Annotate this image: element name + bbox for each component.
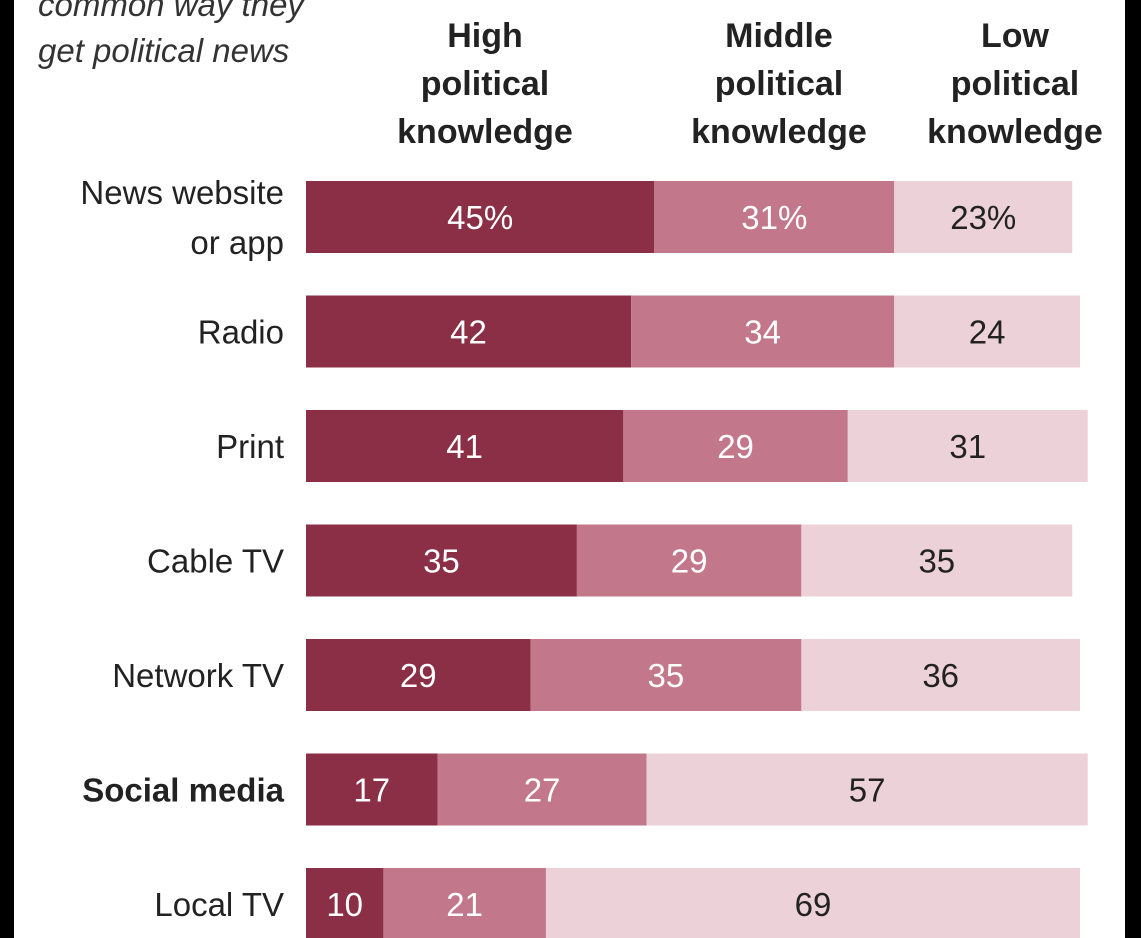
category-label-radio: Radio xyxy=(198,314,284,351)
legend-high-line-3: knowledge xyxy=(397,113,573,151)
bar-segment-cable-tv-high xyxy=(306,524,577,597)
bar-segment-social-media-low xyxy=(646,753,1088,826)
data-label-local-tv-high: 10 xyxy=(326,886,363,923)
data-label-print-middle: 29 xyxy=(717,428,754,465)
bar-segment-radio-middle xyxy=(631,295,895,368)
data-label-print-low: 31 xyxy=(949,428,986,465)
data-label-local-tv-low: 69 xyxy=(795,886,832,923)
subtitle-line-2: get political news xyxy=(38,32,290,69)
legend-low-line-1: Low xyxy=(981,17,1049,55)
bar-segment-print-low xyxy=(847,410,1088,482)
bar-segment-news-website-or-app-middle xyxy=(654,181,895,253)
data-label-social-media-middle: 27 xyxy=(524,772,561,809)
category-label-print: Print xyxy=(216,428,284,465)
bar-segment-network-tv-middle xyxy=(530,639,802,711)
data-label-network-tv-low: 36 xyxy=(922,657,959,694)
legend-middle-line-1: Middle xyxy=(725,17,833,55)
bar-segment-print-middle xyxy=(623,410,848,482)
data-label-social-media-high: 17 xyxy=(353,772,390,809)
category-label-social-media: Social media xyxy=(82,772,284,809)
subtitle-line-1: common way they xyxy=(38,0,304,23)
data-label-network-tv-middle: 35 xyxy=(648,657,685,694)
data-label-print-high: 41 xyxy=(446,428,483,465)
bar-segment-cable-tv-middle xyxy=(576,524,802,597)
data-label-local-tv-middle: 21 xyxy=(446,886,483,923)
bar-segment-social-media-high xyxy=(306,753,438,826)
category-label-news-website-or-app-line-1: News website xyxy=(80,174,284,211)
category-label-news-website-or-app-line-2: or app xyxy=(190,224,284,261)
bar-segment-social-media-middle xyxy=(437,753,647,826)
bar-segment-local-tv-low xyxy=(545,868,1080,938)
legend-high-line-2: political xyxy=(420,65,550,103)
stacked-bar-chart: News website or app 45% 31% 23% Radio 42 34 24 Pr… xyxy=(80,174,1088,938)
data-label-news-website-or-app-low: 23% xyxy=(950,199,1016,236)
bar-segment-local-tv-middle xyxy=(383,868,546,938)
bar-segment-network-tv-low xyxy=(801,639,1080,711)
legend-middle-political-knowledge: Middle political knowledge xyxy=(664,12,894,156)
bar-segment-cable-tv-low xyxy=(801,524,1073,597)
data-label-news-website-or-app-middle: 31% xyxy=(741,199,807,236)
bar-segment-news-website-or-app-high xyxy=(306,181,655,253)
legend-high-political-knowledge: High political knowledge xyxy=(370,12,600,156)
bar-segment-network-tv-high xyxy=(306,639,531,711)
data-label-cable-tv-high: 35 xyxy=(423,543,460,580)
legend-middle-line-3: knowledge xyxy=(691,113,867,151)
data-label-cable-tv-low: 35 xyxy=(918,543,955,580)
chart-subtitle: common way they get political news xyxy=(38,0,304,74)
data-label-cable-tv-middle: 29 xyxy=(671,543,708,580)
legend-low-line-3: knowledge xyxy=(927,113,1103,151)
category-label-network-tv: Network TV xyxy=(112,657,284,694)
data-label-network-tv-high: 29 xyxy=(400,657,437,694)
category-label-cable-tv: Cable TV xyxy=(147,543,284,580)
category-label-local-tv: Local TV xyxy=(154,886,284,923)
legend-middle-line-2: political xyxy=(714,65,844,103)
data-label-radio-low: 24 xyxy=(969,314,1006,351)
data-label-radio-high: 42 xyxy=(450,314,487,351)
bar-segment-local-tv-high xyxy=(306,868,384,938)
legend-low-line-2: political xyxy=(950,65,1080,103)
legend-high-line-1: High xyxy=(447,17,523,55)
chart-panel: common way they get political news High … xyxy=(14,0,1125,938)
bar-segment-radio-low xyxy=(894,295,1080,368)
data-label-radio-middle: 34 xyxy=(744,314,781,351)
data-label-news-website-or-app-high: 45% xyxy=(447,199,513,236)
bar-segment-print-high xyxy=(306,410,624,482)
bar-segment-radio-high xyxy=(306,295,632,368)
data-label-social-media-low: 57 xyxy=(849,772,886,809)
bar-segment-news-website-or-app-low xyxy=(894,181,1073,253)
legend-low-political-knowledge: Low political knowledge xyxy=(900,12,1130,156)
